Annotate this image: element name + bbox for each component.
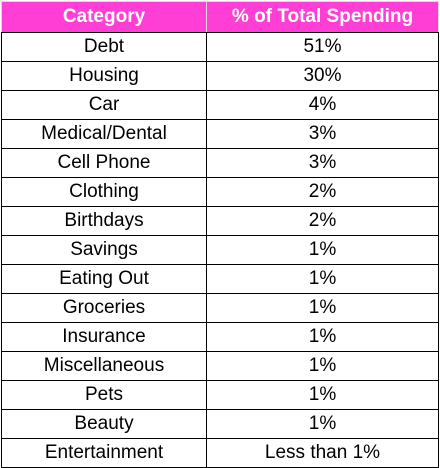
percent-cell: 1% — [206, 351, 439, 381]
percent-cell: Less than 1% — [206, 438, 439, 468]
category-cell: Insurance — [1, 322, 207, 352]
header-row: Category % of Total Spending — [1, 1, 439, 33]
percent-cell: 2% — [206, 206, 439, 236]
category-cell: Clothing — [1, 177, 207, 207]
percent-cell: 30% — [206, 61, 439, 91]
table-row: Birthdays 2% — [1, 206, 439, 236]
percent-cell: 1% — [206, 264, 439, 294]
table-row: Debt 51% — [1, 32, 439, 62]
percent-cell: 1% — [206, 380, 439, 410]
table-row: Cell Phone 3% — [1, 148, 439, 178]
category-cell: Miscellaneous — [1, 351, 207, 381]
table-row: Eating Out 1% — [1, 264, 439, 294]
percent-cell: 51% — [206, 32, 439, 62]
table-row: Savings 1% — [1, 235, 439, 265]
table-row: Medical/Dental 3% — [1, 119, 439, 149]
category-cell: Debt — [1, 32, 207, 62]
category-cell: Medical/Dental — [1, 119, 207, 149]
percent-cell: 1% — [206, 409, 439, 439]
table-row: Groceries 1% — [1, 293, 439, 323]
table-row: Insurance 1% — [1, 322, 439, 352]
category-cell: Entertainment — [1, 438, 207, 468]
category-cell: Beauty — [1, 409, 207, 439]
percent-cell: 3% — [206, 148, 439, 178]
category-cell: Pets — [1, 380, 207, 410]
table-row: Pets 1% — [1, 380, 439, 410]
percent-cell: 3% — [206, 119, 439, 149]
table-row: Entertainment Less than 1% — [1, 438, 439, 468]
category-cell: Birthdays — [1, 206, 207, 236]
percent-cell: 1% — [206, 293, 439, 323]
table-row: Beauty 1% — [1, 409, 439, 439]
percent-cell: 1% — [206, 322, 439, 352]
category-cell: Eating Out — [1, 264, 207, 294]
table-row: Miscellaneous 1% — [1, 351, 439, 381]
table-row: Clothing 2% — [1, 177, 439, 207]
category-cell: Savings — [1, 235, 207, 265]
category-cell: Car — [1, 90, 207, 120]
percent-cell: 2% — [206, 177, 439, 207]
table-row: Housing 30% — [1, 61, 439, 91]
percent-cell: 1% — [206, 235, 439, 265]
header-category: Category — [1, 1, 207, 33]
category-cell: Housing — [1, 61, 207, 91]
table-row: Car 4% — [1, 90, 439, 120]
percent-cell: 4% — [206, 90, 439, 120]
category-cell: Groceries — [1, 293, 207, 323]
category-cell: Cell Phone — [1, 148, 207, 178]
header-percent: % of Total Spending — [206, 1, 439, 33]
